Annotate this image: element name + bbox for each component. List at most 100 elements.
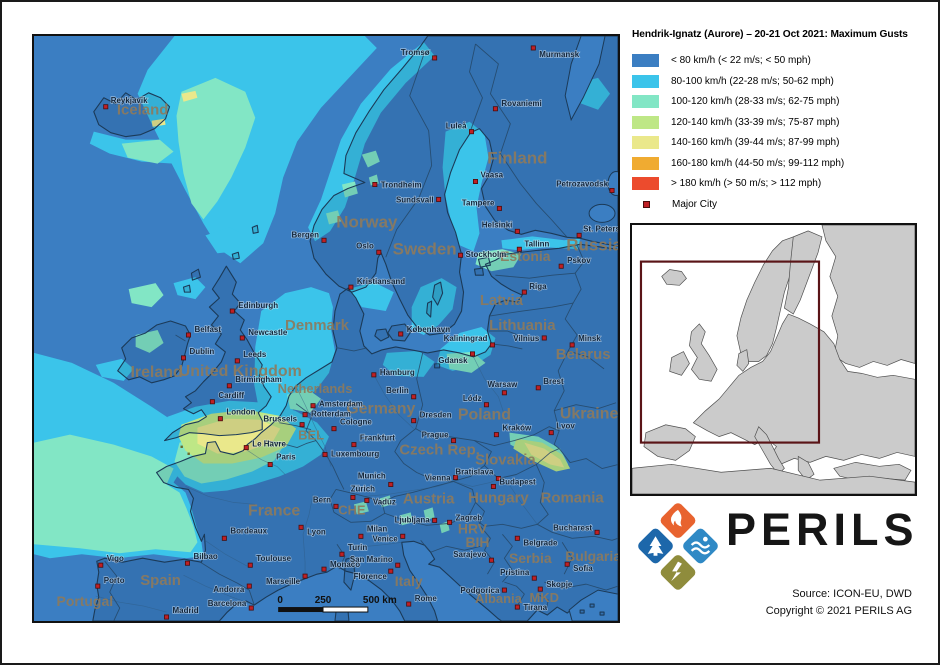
city-marker <box>376 249 382 255</box>
city-label: Belfast <box>194 325 221 334</box>
city-label: Tromsø <box>401 48 430 57</box>
legend-label: 100-120 km/h (28-33 m/s; 62-75 mph) <box>671 96 840 107</box>
city-label: Cologne <box>340 418 372 427</box>
city-marker <box>217 416 223 422</box>
city-marker <box>495 475 501 481</box>
major-city-label: Major City <box>672 198 718 210</box>
country-label: Lithuania <box>489 317 556 334</box>
city-marker <box>185 332 191 338</box>
city-marker <box>371 372 377 378</box>
city-marker <box>248 605 254 611</box>
city-label: Lyon <box>307 527 326 536</box>
city-marker <box>302 412 308 418</box>
city-marker <box>98 562 104 568</box>
country-label: Russia <box>566 235 618 254</box>
country-label: Bulgaria <box>565 548 618 564</box>
country-label: Albania <box>475 591 523 606</box>
city-label: Vaduz <box>373 497 396 506</box>
city-marker <box>564 561 570 567</box>
legend-swatch <box>632 54 659 67</box>
city-marker <box>267 462 273 468</box>
city-marker <box>558 263 564 269</box>
city-label: Berlin <box>386 386 409 395</box>
legend-label: 140-160 km/h (39-44 m/s; 87-99 mph) <box>671 137 840 148</box>
city-label: Cardiff <box>218 391 244 400</box>
city-marker <box>164 614 170 620</box>
city-label: Lvov <box>556 422 575 431</box>
city-marker <box>472 179 478 184</box>
city-label: Rome <box>415 594 438 603</box>
city-label: Bern <box>313 495 331 504</box>
city-label: Pskov <box>567 256 591 265</box>
source-line: Source: ICON-EU, DWD <box>792 588 912 600</box>
legend-item: 160-180 km/h (44-50 m/s; 99-112 mph) <box>632 156 844 170</box>
city-marker <box>436 196 442 202</box>
city-label: Paris <box>276 453 296 462</box>
scale-label-0: 0 <box>277 595 283 606</box>
city-marker <box>458 252 464 258</box>
city-label: Kristiansand <box>357 277 405 286</box>
inset-north-africa <box>632 463 915 494</box>
city-label: Trondheim <box>381 180 422 189</box>
land-scandinavia-russia <box>309 36 618 336</box>
lightning-icon <box>671 561 682 582</box>
city-label: Bucharest <box>553 523 592 532</box>
city-marker <box>411 394 417 400</box>
city-marker <box>489 342 495 348</box>
country-label: Spain <box>140 572 181 589</box>
legend-rows: < 80 km/h (< 22 m/s; < 50 mph) 80-100 km/… <box>632 54 844 190</box>
wind-band-100-120 <box>34 77 569 554</box>
city-marker <box>541 335 547 341</box>
city-marker <box>321 566 327 572</box>
tree-icon <box>647 536 664 556</box>
city-label: Turin <box>348 543 367 552</box>
inset-great-britain <box>689 323 718 382</box>
flame-icon <box>670 509 682 527</box>
city-marker <box>483 402 489 408</box>
city-label: Gdansk <box>438 356 468 365</box>
city-label: Marseille <box>266 577 301 586</box>
city-marker <box>321 237 327 243</box>
legend-label: < 80 km/h (< 22 m/s; < 50 mph) <box>671 55 811 66</box>
city-label: Vienna <box>425 473 452 482</box>
city-marker <box>322 452 328 458</box>
city-marker <box>609 187 615 193</box>
city-label: St. Petersburg <box>583 224 618 233</box>
country-label: Belarus <box>556 346 611 363</box>
city-marker <box>453 474 459 480</box>
inset-ireland <box>669 351 690 376</box>
legend-swatch <box>632 177 659 190</box>
city-label: Florence <box>354 572 388 581</box>
city-marker <box>229 308 235 314</box>
city-label: Monaco <box>330 560 360 569</box>
city-label: Dublin <box>189 347 214 356</box>
city-marker <box>400 533 406 539</box>
city-marker <box>351 442 357 448</box>
city-label: Tallinn <box>524 239 549 248</box>
city-marker <box>372 182 378 187</box>
sun-dot-icon <box>703 536 708 542</box>
country-borders <box>104 43 618 621</box>
city-marker <box>239 335 245 341</box>
country-label: Norway <box>336 212 398 231</box>
country-label: CHE <box>338 502 366 517</box>
country-label: Iceland <box>117 102 168 119</box>
perils-logo <box>634 498 722 599</box>
gust-map-svg: 0 250 500 km Iceland Norway Sweden Finland R… <box>34 36 618 621</box>
city-label: Andorra <box>213 585 245 594</box>
city-marker <box>298 524 304 530</box>
city-marker <box>406 601 412 607</box>
land-ireland <box>117 320 192 384</box>
city-label: Minsk <box>578 334 601 343</box>
city-label: Riga <box>529 282 547 291</box>
legend-item: 120-140 km/h (33-39 m/s; 75-87 mph) <box>632 115 844 129</box>
city-label: Sofia <box>573 564 593 573</box>
city-marker <box>339 551 345 557</box>
perils-wordmark: PERILS <box>726 504 919 555</box>
city-label: Milan <box>367 524 387 533</box>
city-marker <box>103 104 109 110</box>
city-label: Lódz <box>463 394 482 403</box>
inset-iceland <box>661 269 687 286</box>
city-marker <box>350 494 356 500</box>
